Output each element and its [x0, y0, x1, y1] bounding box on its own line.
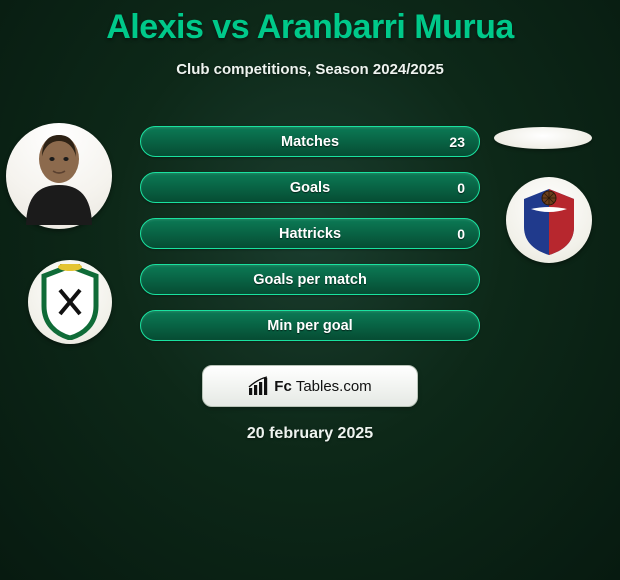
stat-label: Matches	[141, 127, 479, 156]
stat-row-goals-per-match: Goals per match	[140, 264, 480, 295]
stat-row-hattricks: Hattricks 0	[140, 218, 480, 249]
player-avatar-right-placeholder	[494, 127, 592, 149]
avatar-silhouette-icon	[16, 127, 102, 225]
brand-box[interactable]: FcTables.com	[202, 365, 418, 407]
stat-label: Hattricks	[141, 219, 479, 248]
date-text: 20 february 2025	[0, 425, 620, 443]
player-avatar-left	[6, 123, 112, 229]
stat-row-goals: Goals 0	[140, 172, 480, 203]
subtitle: Club competitions, Season 2024/2025	[0, 61, 620, 78]
club-crest-right	[506, 177, 592, 263]
stat-value: 0	[457, 219, 465, 248]
stats-container: Matches 23 Goals 0 Hattricks 0 Goals per…	[140, 126, 480, 341]
stat-label: Min per goal	[141, 311, 479, 340]
rising-bars-icon	[248, 376, 268, 396]
stat-row-matches: Matches 23	[140, 126, 480, 157]
page-title: Alexis vs Aranbarri Murua	[0, 0, 620, 47]
stat-label: Goals	[141, 173, 479, 202]
racing-santander-crest-icon	[36, 264, 104, 340]
brand-rest: Tables.com	[296, 378, 372, 395]
stat-label: Goals per match	[141, 265, 479, 294]
brand-prefix: Fc	[274, 378, 292, 395]
stat-value: 23	[449, 127, 465, 156]
club-crest-left	[28, 260, 112, 344]
eibar-crest-icon	[518, 185, 580, 255]
stat-row-min-per-goal: Min per goal	[140, 310, 480, 341]
stat-value: 0	[457, 173, 465, 202]
